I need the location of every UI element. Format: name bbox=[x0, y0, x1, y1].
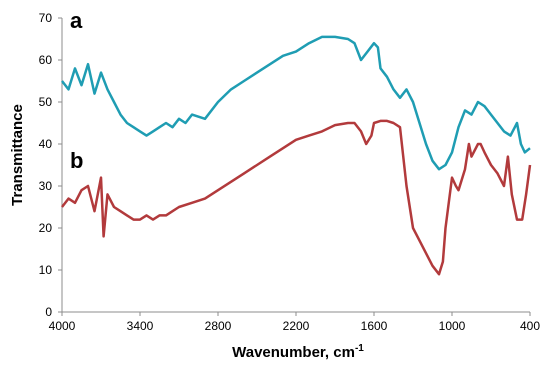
data-line bbox=[61, 119, 532, 276]
x-axis-title: Wavenumber, cm-1 bbox=[232, 343, 364, 361]
y-tick-label: 0 bbox=[45, 305, 52, 319]
x-tick-label: 400 bbox=[520, 319, 540, 333]
annotation: b bbox=[70, 148, 83, 173]
y-tick-label: 60 bbox=[39, 53, 53, 67]
y-tick-label: 50 bbox=[39, 95, 53, 109]
y-tick-label: 20 bbox=[39, 221, 53, 235]
x-label-sup: -1 bbox=[355, 343, 364, 354]
y-tick-label: 70 bbox=[39, 11, 53, 25]
x-tick-label: 2200 bbox=[283, 319, 310, 333]
y-tick-label: 30 bbox=[39, 179, 53, 193]
data-line bbox=[61, 35, 531, 171]
annotation: a bbox=[70, 8, 83, 33]
y-tick-label: 40 bbox=[39, 137, 53, 151]
x-tick-label: 1000 bbox=[439, 319, 466, 333]
x-tick-label: 3400 bbox=[127, 319, 154, 333]
y-axis-title: Transmittance bbox=[9, 104, 26, 206]
y-tick-label: 10 bbox=[39, 263, 53, 277]
x-label: Wavenumber, cm bbox=[232, 344, 355, 361]
x-tick-label: 4000 bbox=[49, 319, 76, 333]
x-tick-label: 2800 bbox=[205, 319, 232, 333]
x-tick-label: 1600 bbox=[361, 319, 388, 333]
